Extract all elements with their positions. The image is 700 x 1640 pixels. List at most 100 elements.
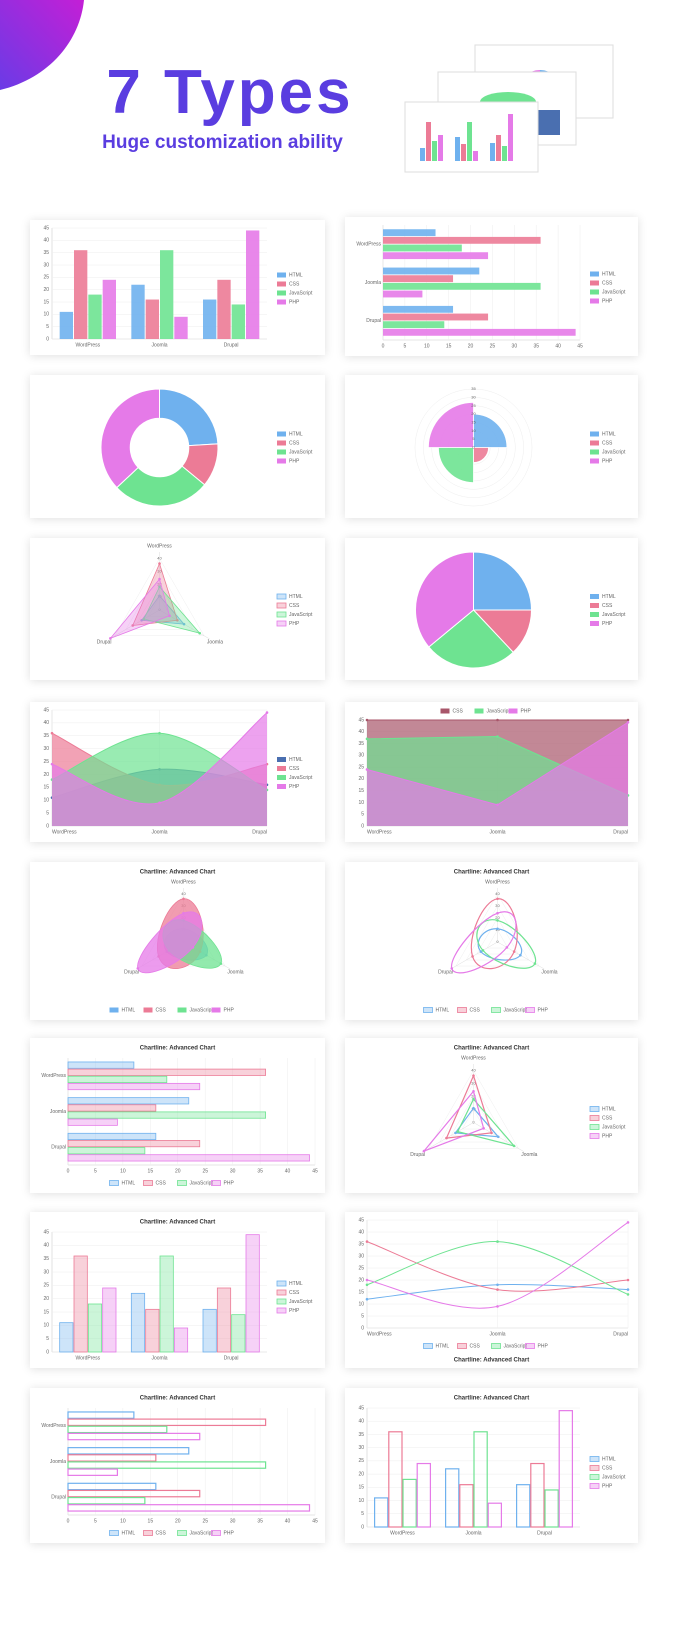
legend-label: JavaScript: [289, 449, 313, 455]
legend-swatch: [589, 1133, 600, 1139]
point: [158, 731, 161, 735]
bar: [59, 1322, 74, 1353]
legend-swatch: [491, 1007, 501, 1013]
bar: [383, 328, 576, 336]
bar: [67, 1482, 157, 1491]
radar-shape: [422, 1090, 485, 1153]
point: [158, 585, 161, 589]
grid-ring: [414, 388, 533, 507]
area-fill: [367, 722, 628, 826]
y-tick-label: 15: [43, 785, 49, 791]
chart: Chartline: Advanced Chart HTML CSS JavaScri…: [410, 1046, 626, 1159]
y-tick-label: 40: [43, 720, 49, 726]
legend-label: PHP: [538, 1343, 549, 1349]
point: [479, 950, 483, 953]
y-tick-label: 45: [358, 1405, 364, 1411]
legend-swatch: [525, 1343, 535, 1349]
x-tick-label: 45: [577, 343, 583, 349]
legend-swatch: [277, 784, 286, 789]
legend-label: CSS: [289, 440, 300, 446]
y-tick-label: 30: [43, 1269, 49, 1275]
legend-label: HTML: [289, 1281, 303, 1287]
x-tick-label: 5: [403, 343, 406, 349]
bar: [383, 267, 480, 275]
x-tick-label: 10: [120, 1168, 126, 1174]
x-tick-label: Joomla: [151, 829, 167, 835]
legend-swatch: [109, 1180, 119, 1186]
spoke: [450, 941, 498, 970]
grid-ring: [476, 917, 519, 955]
y-tick-label: 5: [361, 1313, 364, 1319]
legend-label: CSS: [602, 440, 613, 446]
y-tick-label: Drupal: [51, 1144, 66, 1150]
bar: [383, 229, 436, 237]
r-tick-label: 15: [471, 419, 476, 424]
point: [626, 1293, 630, 1296]
y-tick-label: 20: [358, 776, 364, 782]
x-tick-label: WordPress: [76, 342, 101, 348]
y-tick-label: 35: [358, 741, 364, 747]
bar: [67, 1432, 201, 1441]
x-tick-label: Joomla: [489, 829, 505, 835]
sector: [473, 413, 508, 448]
legend-swatch: [177, 1530, 187, 1536]
y-tick-label: 40: [358, 1419, 364, 1425]
chart-title: Chartline: Advanced Chart: [140, 1220, 215, 1226]
chart: HTMLCSSJavaScriptPHP010203040WordPressJo…: [97, 543, 313, 645]
sector: [473, 447, 489, 463]
axis-label: Drupal: [97, 639, 112, 645]
bar: [67, 1132, 157, 1141]
legend-label: HTML: [602, 1456, 616, 1462]
y-tick-label: 15: [43, 299, 49, 305]
legend-label: HTML: [289, 757, 303, 763]
r-tick-label: 0: [158, 607, 161, 612]
point: [158, 577, 161, 581]
point: [365, 1240, 369, 1243]
legend-swatch: [277, 449, 286, 455]
point: [158, 562, 161, 565]
grid-ring: [439, 1083, 508, 1143]
legend-label: CSS: [470, 1007, 481, 1013]
legend-swatch: [590, 621, 599, 626]
legend-swatch: [590, 431, 599, 437]
bar: [87, 1303, 103, 1353]
chart: Chartline: Advanced Chart HTML CSS JavaScri…: [43, 1220, 313, 1362]
y-tick-label: 30: [358, 1253, 364, 1259]
legend-swatch: [590, 603, 599, 608]
point: [533, 962, 537, 965]
radar-shape: [109, 578, 171, 640]
slice: [473, 551, 533, 611]
point: [109, 637, 112, 640]
bar: [67, 1468, 119, 1476]
bar: [416, 1462, 431, 1528]
point: [496, 1288, 499, 1291]
point: [50, 731, 54, 735]
chart-panel: Chartline: Advanced Chart HTML CSS JavaScri…: [345, 1388, 638, 1543]
radar-shape: [456, 1098, 516, 1147]
bar: [544, 1489, 559, 1528]
y-tick-label: 0: [46, 336, 49, 342]
legend-swatch: [143, 1007, 153, 1013]
axis-label: WordPress: [171, 879, 196, 885]
legend-label: CSS: [156, 1180, 167, 1186]
x-tick-label: WordPress: [52, 829, 77, 835]
y-tick-label: 45: [43, 1229, 49, 1235]
y-tick-label: 30: [358, 753, 364, 759]
bar: [67, 1154, 310, 1162]
bar: [217, 279, 231, 339]
spoke: [109, 609, 160, 640]
legend-label: PHP: [289, 458, 300, 464]
grid-ring: [461, 1109, 486, 1130]
x-tick-label: 25: [490, 343, 496, 349]
point: [131, 624, 135, 627]
radar-shape: [451, 911, 517, 974]
r-tick-label: 20: [495, 915, 500, 920]
grid-ring: [486, 929, 509, 949]
legend-label: JavaScript: [602, 1124, 626, 1130]
bar: [67, 1411, 135, 1419]
r-tick-label: 30: [471, 1081, 476, 1086]
chart-panel: HTML CSS JavaScript PHP 0 5 10 15 20 25 30 35: [345, 375, 638, 518]
chart-title: Chartline: Advanced Chart: [140, 1396, 215, 1402]
r-tick-label: 0: [472, 1120, 475, 1125]
chart-panel: HTML CSS JavaScript PHP: [30, 375, 325, 518]
